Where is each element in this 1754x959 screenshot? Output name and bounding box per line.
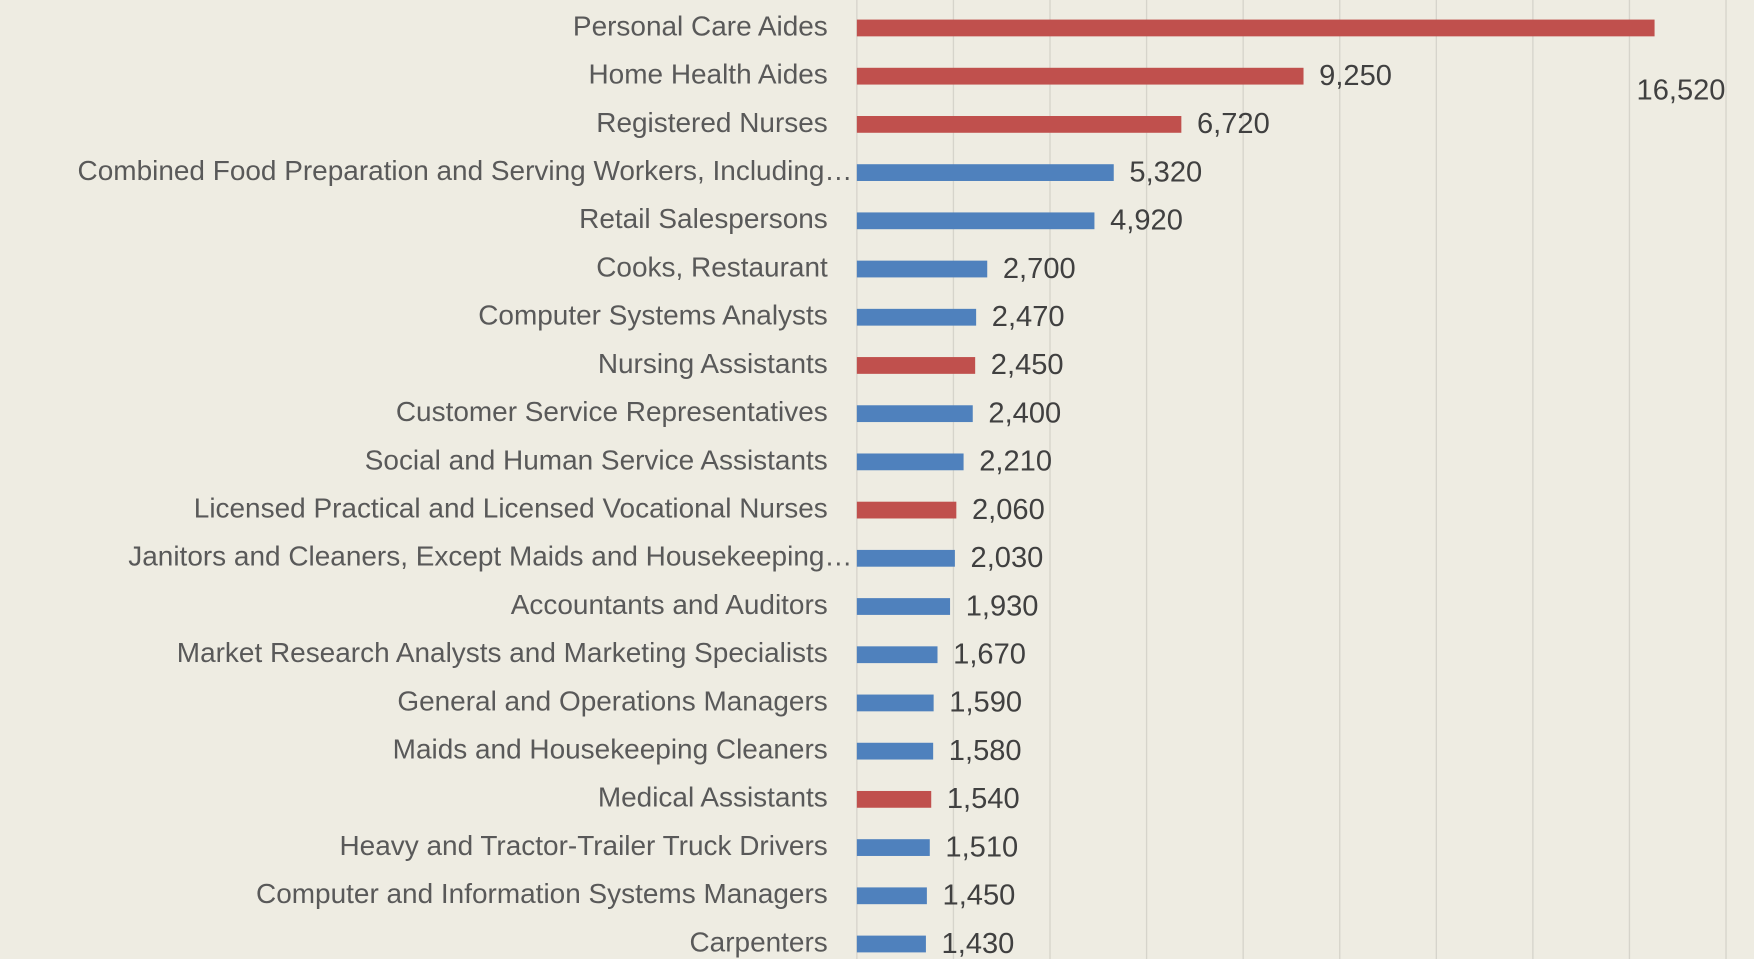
data-label: 2,400 <box>988 397 1061 429</box>
bar <box>856 357 976 374</box>
bar <box>856 453 964 471</box>
bar <box>856 116 1182 133</box>
category-label: Licensed Practical and Licensed Vocation… <box>194 492 828 523</box>
category-label: Personal Care Aides <box>573 10 828 41</box>
category-label: Carpenters <box>689 926 827 957</box>
category-label: Heavy and Tractor-Trailer Truck Drivers <box>340 830 828 861</box>
bar <box>856 19 1655 37</box>
data-label: 5,320 <box>1129 156 1202 188</box>
category-label: Registered Nurses <box>596 107 828 138</box>
data-label: 1,930 <box>966 590 1039 622</box>
category-label: Social and Human Service Assistants <box>365 444 828 475</box>
data-label: 1,450 <box>943 880 1016 912</box>
bar <box>856 790 932 808</box>
bar <box>856 67 1304 85</box>
category-label: Accountants and Auditors <box>511 589 828 620</box>
bar <box>856 212 1095 230</box>
bar <box>856 405 973 423</box>
bar <box>856 598 951 615</box>
data-label: 16,520 <box>1637 74 1726 106</box>
data-label: 6,720 <box>1197 108 1270 140</box>
category-label: Combined Food Preparation and Serving Wo… <box>78 155 853 186</box>
data-label: 1,590 <box>949 687 1022 719</box>
data-label: 1,670 <box>953 639 1026 671</box>
bar <box>856 839 930 856</box>
category-label: Market Research Analysts and Marketing S… <box>177 637 828 668</box>
bar <box>856 164 1114 181</box>
bar <box>856 742 934 760</box>
category-label: Maids and Housekeeping Cleaners <box>393 734 828 765</box>
category-label: Home Health Aides <box>588 59 827 90</box>
bar <box>856 501 957 519</box>
category-label: Computer Systems Analysts <box>478 300 828 331</box>
data-label: 2,700 <box>1003 253 1076 285</box>
data-label: 2,060 <box>972 494 1045 526</box>
bar <box>856 260 988 278</box>
category-label: Janitors and Cleaners, Except Maids and … <box>128 541 852 572</box>
category-label: Medical Assistants <box>598 782 828 813</box>
category-label: Computer and Information Systems Manager… <box>256 878 828 909</box>
category-label: Nursing Assistants <box>598 348 828 379</box>
bar <box>856 935 926 953</box>
bar <box>856 549 955 567</box>
data-label: 1,510 <box>945 831 1018 863</box>
bar <box>856 308 977 326</box>
data-label: 1,580 <box>949 735 1022 767</box>
data-label: 9,250 <box>1319 60 1392 92</box>
plot: Personal Care Aides 16,520 Home Health Aid… <box>78 0 1727 959</box>
data-label: 2,470 <box>992 301 1065 333</box>
category-label: General and Operations Managers <box>397 685 827 716</box>
category-label: Customer Service Representatives <box>396 396 828 427</box>
data-label: 4,920 <box>1110 205 1183 237</box>
category-label: Cooks, Restaurant <box>596 251 828 282</box>
category-label: Retail Salespersons <box>579 203 828 234</box>
data-label: 2,030 <box>971 542 1044 574</box>
bar <box>856 646 938 664</box>
data-label: 1,540 <box>947 783 1020 815</box>
data-label: 2,450 <box>991 349 1064 381</box>
data-label: 1,430 <box>942 928 1015 959</box>
bar <box>856 694 934 712</box>
data-label: 2,210 <box>979 446 1052 478</box>
bar <box>856 887 927 905</box>
